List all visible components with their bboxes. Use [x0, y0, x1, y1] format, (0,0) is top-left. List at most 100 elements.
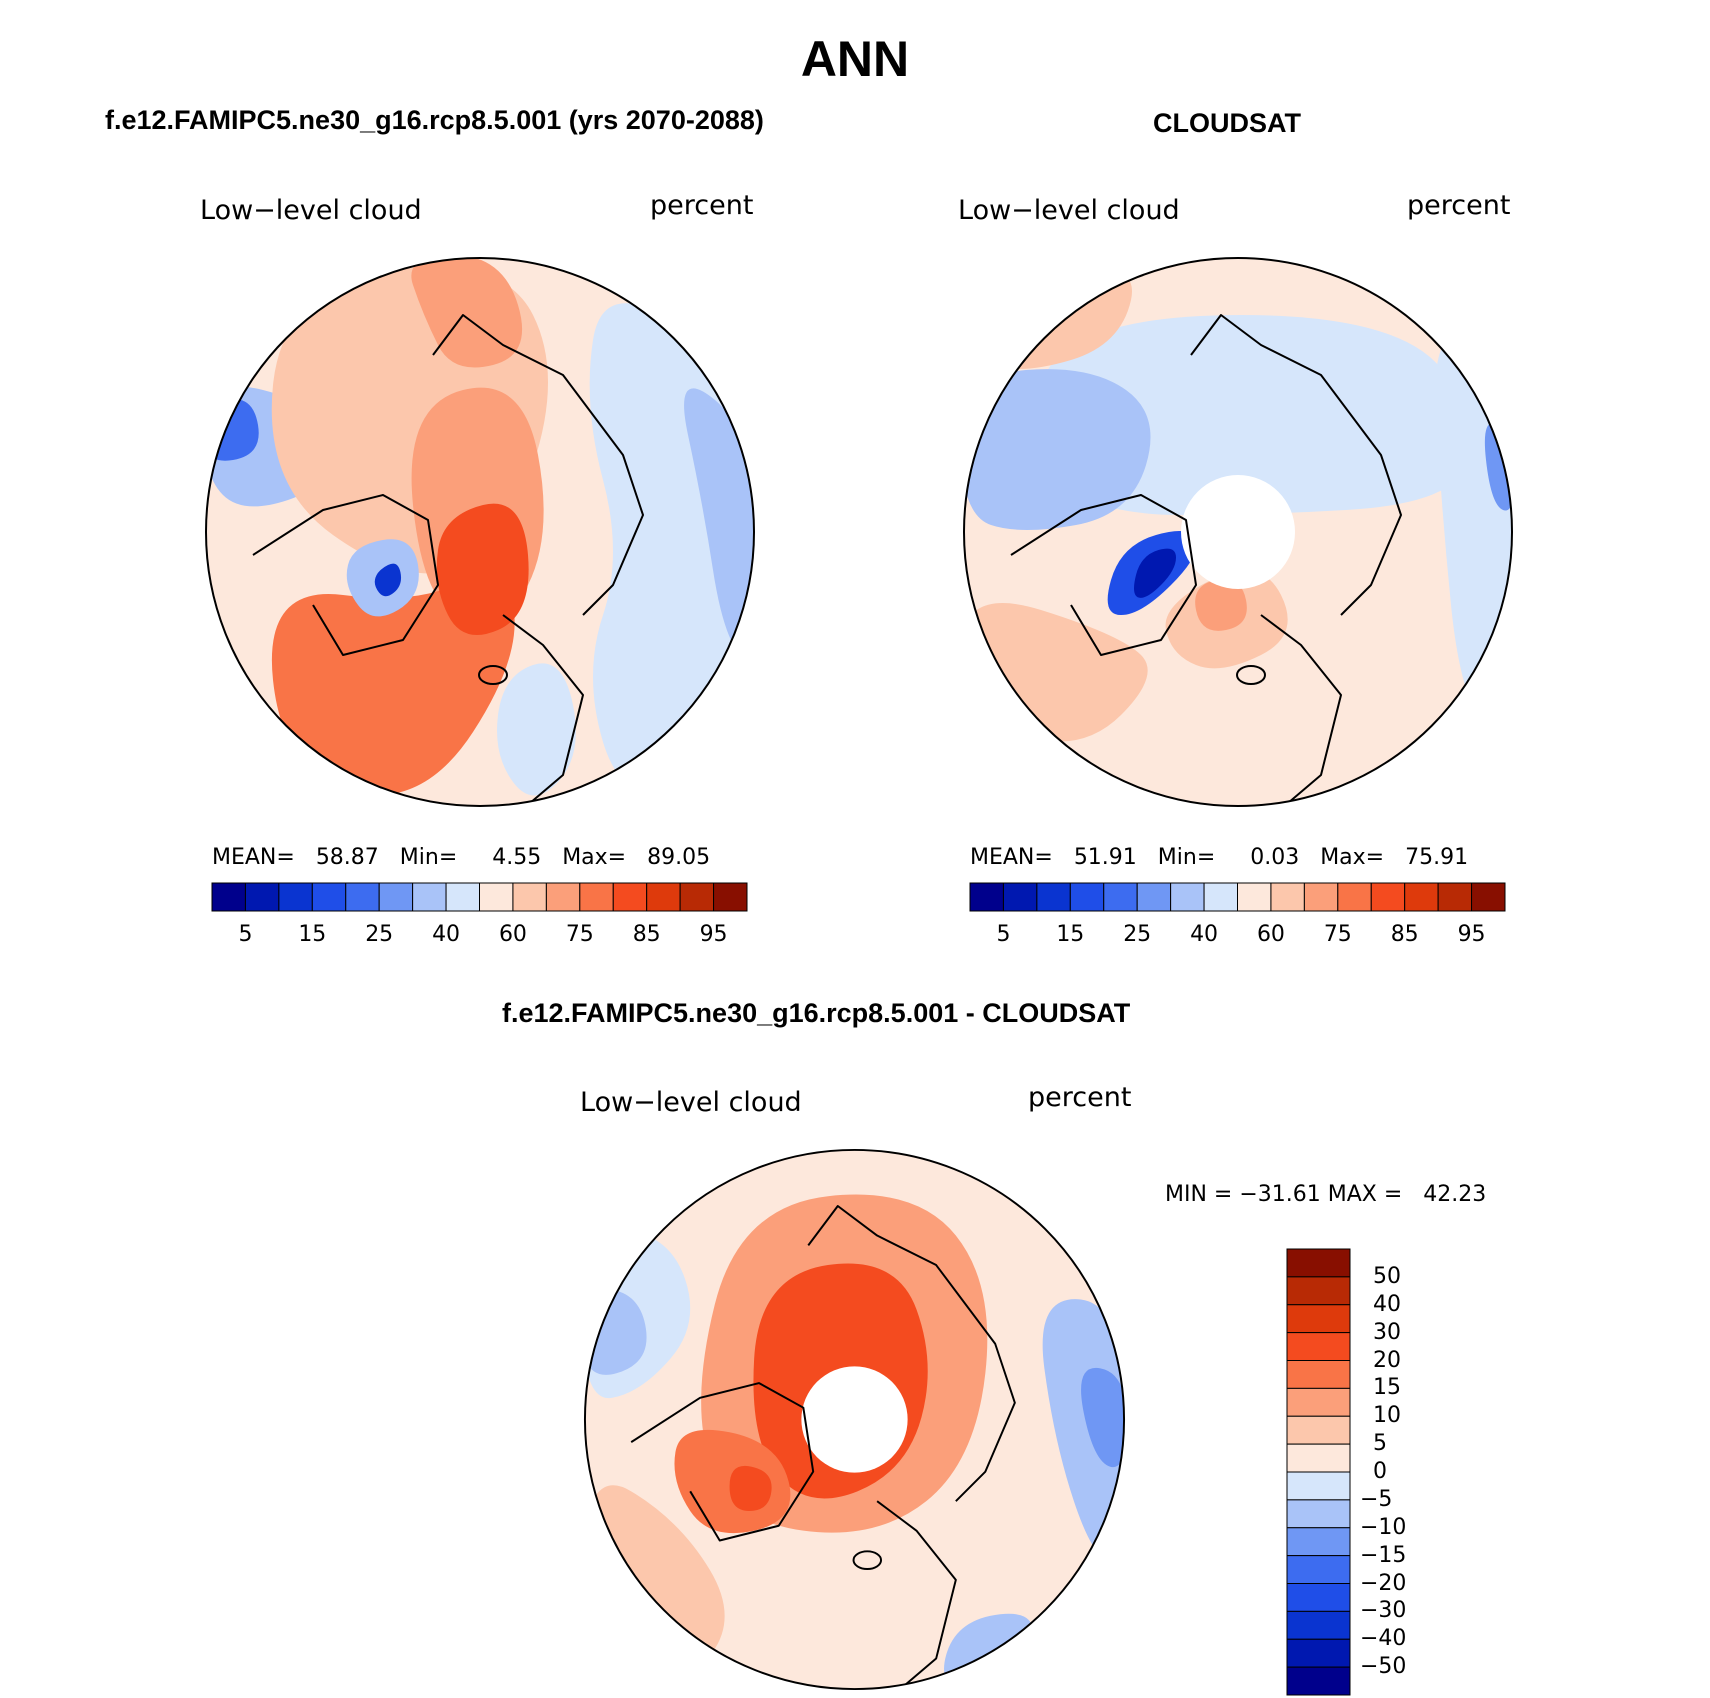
panel3-coastline — [807, 1205, 1016, 1502]
panel3-colorbar-tick-label: 20 — [1373, 1347, 1401, 1373]
panel2-polar-map — [963, 257, 1513, 807]
panel2-min-label: Min= — [1157, 845, 1216, 870]
panel2-colorbar-swatch — [969, 882, 1004, 912]
panel2-coastline — [1190, 314, 1402, 616]
panel2-max-label: Max= — [1320, 845, 1385, 870]
panel1-region-greenland-dark-blue — [374, 563, 402, 597]
panel3-coastline — [630, 1382, 815, 1542]
panel2-mean-value: 51.91 — [1073, 845, 1137, 870]
panel1-colorbar-tick-label: 40 — [432, 922, 461, 947]
panel2-missing-data-pole — [1181, 475, 1295, 589]
panel1-colorbar-tick-label: 95 — [699, 922, 728, 947]
panel2-colorbar-swatch — [1136, 882, 1172, 912]
panel2-colorbar-swatch — [1370, 882, 1406, 912]
panel1-colorbar-swatch — [679, 882, 715, 912]
panel2-colorbar-tick-label: 25 — [1123, 922, 1152, 947]
panel1-colorbar-ticks: 5 15 25 40 60 75 85 95 — [212, 922, 747, 952]
panel3-colorbar-tick-label: 15 — [1373, 1375, 1401, 1401]
panel2-colorbar-tick-label: 95 — [1457, 922, 1486, 947]
panel3-colorbar-tick-label: −5 — [1360, 1486, 1393, 1512]
panel2-coastline — [1260, 614, 1342, 806]
panel3-colorbar-tick-label: −10 — [1360, 1514, 1407, 1540]
panel1-region-core-red — [436, 503, 529, 635]
panel1-variable-label: Low−level cloud — [200, 195, 422, 226]
panel3-missing-data-pole — [801, 1366, 908, 1473]
panel1-colorbar-tick-label: 5 — [238, 922, 253, 947]
panel2-colorbar-swatch — [1404, 882, 1439, 912]
panel3-colorbar-swatch — [1286, 1527, 1351, 1557]
panel1-colorbar — [211, 882, 748, 912]
panel3-iceland-outline — [852, 1550, 883, 1571]
panel1-polar-map — [205, 257, 755, 807]
panel3-colorbar-tick-label: −20 — [1360, 1570, 1407, 1596]
panel2-subtitle: CLOUDSAT — [1153, 108, 1301, 138]
panel3-colorbar-swatch — [1286, 1471, 1351, 1501]
panel1-colorbar-swatch — [579, 882, 614, 912]
panel1-colorbar-swatch — [713, 882, 748, 912]
panel3-colorbar-tick-label: −15 — [1360, 1542, 1407, 1568]
panel2-region-atlantic-red — [1195, 579, 1247, 631]
panel1-colorbar-swatch — [211, 882, 246, 912]
panel2-coastline — [1010, 494, 1197, 656]
panel2-colorbar-swatch — [1002, 882, 1038, 912]
panel1-coastline — [432, 314, 644, 616]
panel2-colorbar-tick-label: 5 — [996, 922, 1011, 947]
panel2-colorbar-swatch — [1471, 882, 1506, 912]
panel3-colorbar-ticks: 50 40 30 20 15 10 5 0 −5 −10 −15 −20 −30 −40 −50 — [1360, 1249, 1440, 1695]
panel2-units-label: percent — [1407, 190, 1511, 221]
panel1-map-border — [205, 257, 755, 807]
panel3-colorbar-swatch — [1286, 1583, 1351, 1612]
panel1-min-value: 4.55 — [492, 845, 542, 870]
panel2-stats: MEAN= 51.91 Min= 0.03 Max= 75.91 — [970, 845, 1468, 870]
panel1-region-europe-light-blue — [497, 663, 576, 796]
panel3-colorbar-tick-label: −30 — [1360, 1598, 1407, 1624]
panel2-colorbar-swatch — [1203, 882, 1238, 912]
panel2-max-value: 75.91 — [1405, 845, 1469, 870]
panel3-colorbar-tick-label: 10 — [1373, 1403, 1401, 1429]
panel2-colorbar-swatch — [1270, 882, 1305, 912]
panel2-map-border — [963, 257, 1513, 807]
panel3-polar-map — [583, 1148, 1126, 1691]
panel2-colorbar-swatch — [1437, 882, 1473, 912]
panel1-colorbar-swatch — [345, 882, 380, 912]
panel3-colorbar-swatch — [1286, 1360, 1351, 1389]
panel1-colorbar-tick-label: 85 — [632, 922, 661, 947]
panel2-region-greenland-dark-blue — [1134, 548, 1176, 598]
panel3-region-east-blue — [1042, 1299, 1125, 1561]
panel3-colorbar-tick-label: 50 — [1373, 1263, 1401, 1289]
panel3-colorbar-tick-label: 5 — [1373, 1431, 1387, 1457]
panel2-field — [964, 258, 1512, 806]
main-title: ANN — [800, 31, 910, 87]
panel1-iceland-outline — [478, 665, 508, 685]
panel2-variable-label: Low−level cloud — [958, 195, 1180, 226]
panel2-colorbar-ticks: 5 15 25 40 60 75 85 95 — [970, 922, 1505, 952]
panel3-colorbar-swatch — [1286, 1304, 1351, 1334]
panel2-colorbar-tick-label: 85 — [1390, 922, 1419, 947]
panel1-coastline — [502, 614, 584, 806]
panel1-colorbar-swatch — [545, 882, 581, 912]
panel3-colorbar-swatch — [1286, 1276, 1351, 1306]
panel2-colorbar-tick-label: 40 — [1190, 922, 1219, 947]
panel3-colorbar-swatch — [1286, 1332, 1351, 1361]
panel3-colorbar-swatch — [1286, 1387, 1351, 1417]
panel1-subtitle: f.e12.FAMIPC5.ne30_g16.rcp8.5.001 (yrs 2… — [105, 105, 764, 135]
panel2-colorbar-tick-label: 15 — [1056, 922, 1085, 947]
panel3-colorbar-swatch — [1286, 1638, 1351, 1668]
panel3-colorbar-swatch — [1286, 1248, 1351, 1278]
panel1-mean-value: 58.87 — [315, 845, 379, 870]
panel1-max-value: 89.05 — [647, 845, 711, 870]
panel1-colorbar-swatch — [378, 882, 414, 912]
panel3-colorbar-swatch — [1286, 1443, 1351, 1473]
panel1-colorbar-tick-label: 15 — [298, 922, 327, 947]
panel2-mean-label: MEAN= — [970, 845, 1053, 870]
panel3-colorbar-tick-label: −50 — [1360, 1654, 1407, 1680]
panel1-colorbar-tick-label: 25 — [365, 922, 394, 947]
panel2-colorbar-swatch — [1036, 882, 1071, 912]
panel1-colorbar-swatch — [512, 882, 547, 912]
panel3-colorbar-swatch — [1286, 1610, 1351, 1640]
panel1-colorbar-swatch — [311, 882, 347, 912]
panel1-colorbar-swatch — [479, 882, 514, 912]
panel3-region-east-deep-blue — [1081, 1367, 1125, 1468]
panel1-region-atlantic-red — [271, 571, 515, 796]
panel3-colorbar-tick-label: 40 — [1373, 1291, 1401, 1317]
